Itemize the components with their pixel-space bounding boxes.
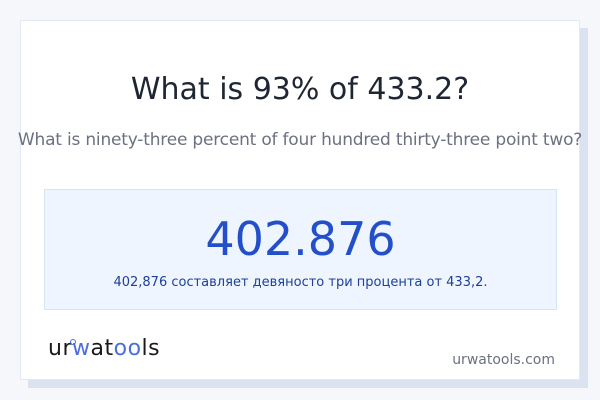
urwatools-logo[interactable]: urwatools [48, 336, 161, 361]
page-subtitle: What is ninety-three percent of four hun… [17, 130, 583, 150]
result-box: 402.876 402,876 составляет девяносто три… [44, 189, 557, 310]
result-value: 402.876 [205, 212, 396, 266]
site-url[interactable]: urwatools.com [452, 352, 555, 368]
result-sentence: 402,876 составляет девяносто три процент… [113, 275, 488, 290]
page-title: What is 93% of 433.2? [130, 72, 470, 107]
